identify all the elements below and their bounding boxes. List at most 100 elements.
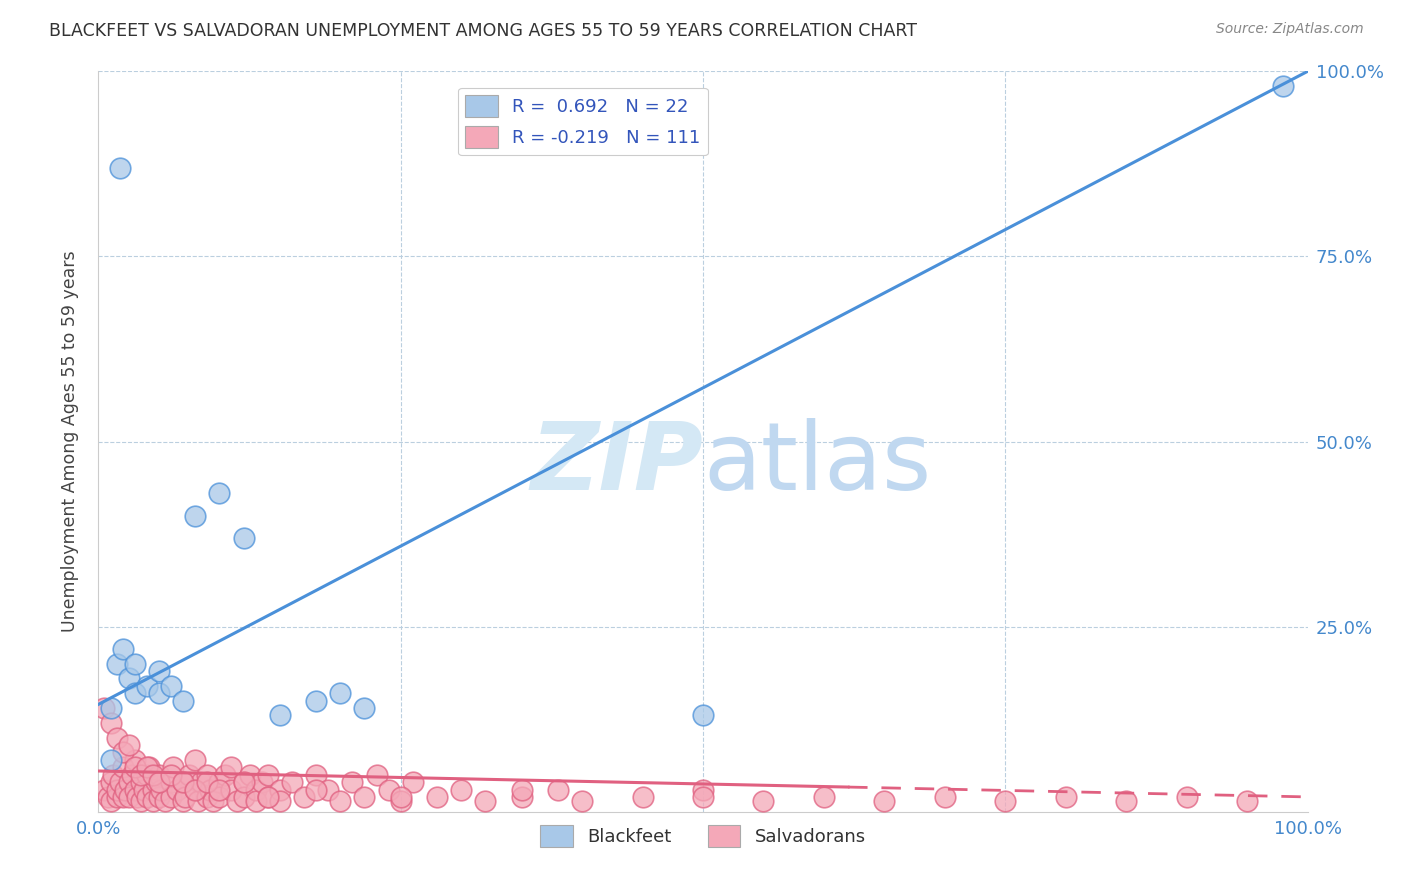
Point <box>160 775 183 789</box>
Point <box>135 767 157 781</box>
Point <box>245 782 267 797</box>
Point <box>232 775 254 789</box>
Point <box>510 782 533 797</box>
Point <box>111 789 134 804</box>
Point <box>281 775 304 789</box>
Point <box>245 794 267 808</box>
Point <box>145 775 167 789</box>
Point <box>292 789 315 804</box>
Point <box>389 789 412 804</box>
Point <box>934 789 956 804</box>
Point <box>135 760 157 774</box>
Point <box>124 686 146 700</box>
Point <box>202 794 225 808</box>
Point <box>221 760 243 774</box>
Point <box>1175 789 1198 804</box>
Point <box>124 657 146 671</box>
Point <box>148 686 170 700</box>
Point <box>111 641 134 656</box>
Point <box>184 508 207 523</box>
Point <box>187 794 209 808</box>
Point <box>108 161 131 175</box>
Point <box>342 775 364 789</box>
Point <box>118 672 141 686</box>
Point <box>250 775 273 789</box>
Point <box>108 775 131 789</box>
Point <box>232 531 254 545</box>
Point <box>160 767 183 781</box>
Point <box>195 767 218 781</box>
Point <box>142 794 165 808</box>
Point <box>129 775 152 789</box>
Point <box>129 794 152 808</box>
Point <box>105 731 128 745</box>
Point <box>256 767 278 781</box>
Point <box>232 775 254 789</box>
Point <box>172 794 194 808</box>
Point <box>166 782 188 797</box>
Point <box>450 782 472 797</box>
Point <box>214 767 236 781</box>
Point <box>547 782 569 797</box>
Point <box>1272 79 1295 94</box>
Point <box>226 794 249 808</box>
Point <box>329 794 352 808</box>
Point <box>101 767 124 781</box>
Point <box>105 789 128 804</box>
Point <box>1236 794 1258 808</box>
Point <box>138 760 160 774</box>
Point <box>353 789 375 804</box>
Point <box>402 775 425 789</box>
Point <box>752 794 775 808</box>
Point <box>93 782 115 797</box>
Point <box>389 794 412 808</box>
Point <box>221 782 243 797</box>
Point <box>111 760 134 774</box>
Point <box>105 657 128 671</box>
Point <box>118 775 141 789</box>
Point <box>93 701 115 715</box>
Point <box>172 775 194 789</box>
Point <box>148 789 170 804</box>
Legend: Blackfeet, Salvadorans: Blackfeet, Salvadorans <box>533 818 873 855</box>
Point <box>160 789 183 804</box>
Point <box>208 789 231 804</box>
Point <box>148 767 170 781</box>
Y-axis label: Unemployment Among Ages 55 to 59 years: Unemployment Among Ages 55 to 59 years <box>60 251 79 632</box>
Point <box>190 775 212 789</box>
Point <box>305 694 328 708</box>
Point <box>305 767 328 781</box>
Text: Source: ZipAtlas.com: Source: ZipAtlas.com <box>1216 22 1364 37</box>
Point <box>510 789 533 804</box>
Point <box>124 753 146 767</box>
Point <box>172 694 194 708</box>
Point <box>377 782 399 797</box>
Point <box>100 753 122 767</box>
Point <box>174 789 197 804</box>
Point <box>353 701 375 715</box>
Point <box>256 789 278 804</box>
Point <box>118 738 141 752</box>
Point <box>134 782 156 797</box>
Text: BLACKFEET VS SALVADORAN UNEMPLOYMENT AMONG AGES 55 TO 59 YEARS CORRELATION CHART: BLACKFEET VS SALVADORAN UNEMPLOYMENT AMO… <box>49 22 917 40</box>
Text: ZIP: ZIP <box>530 417 703 509</box>
Point <box>124 782 146 797</box>
Point <box>329 686 352 700</box>
Point <box>135 679 157 693</box>
Point <box>160 679 183 693</box>
Point <box>269 708 291 723</box>
Point <box>184 753 207 767</box>
Point <box>142 782 165 797</box>
Point <box>97 789 120 804</box>
Point <box>114 782 136 797</box>
Point <box>239 767 262 781</box>
Point <box>692 708 714 723</box>
Point <box>121 767 143 781</box>
Point <box>692 789 714 804</box>
Point <box>571 794 593 808</box>
Point <box>184 782 207 797</box>
Point <box>366 767 388 781</box>
Point <box>100 794 122 808</box>
Point <box>305 782 328 797</box>
Point <box>111 746 134 760</box>
